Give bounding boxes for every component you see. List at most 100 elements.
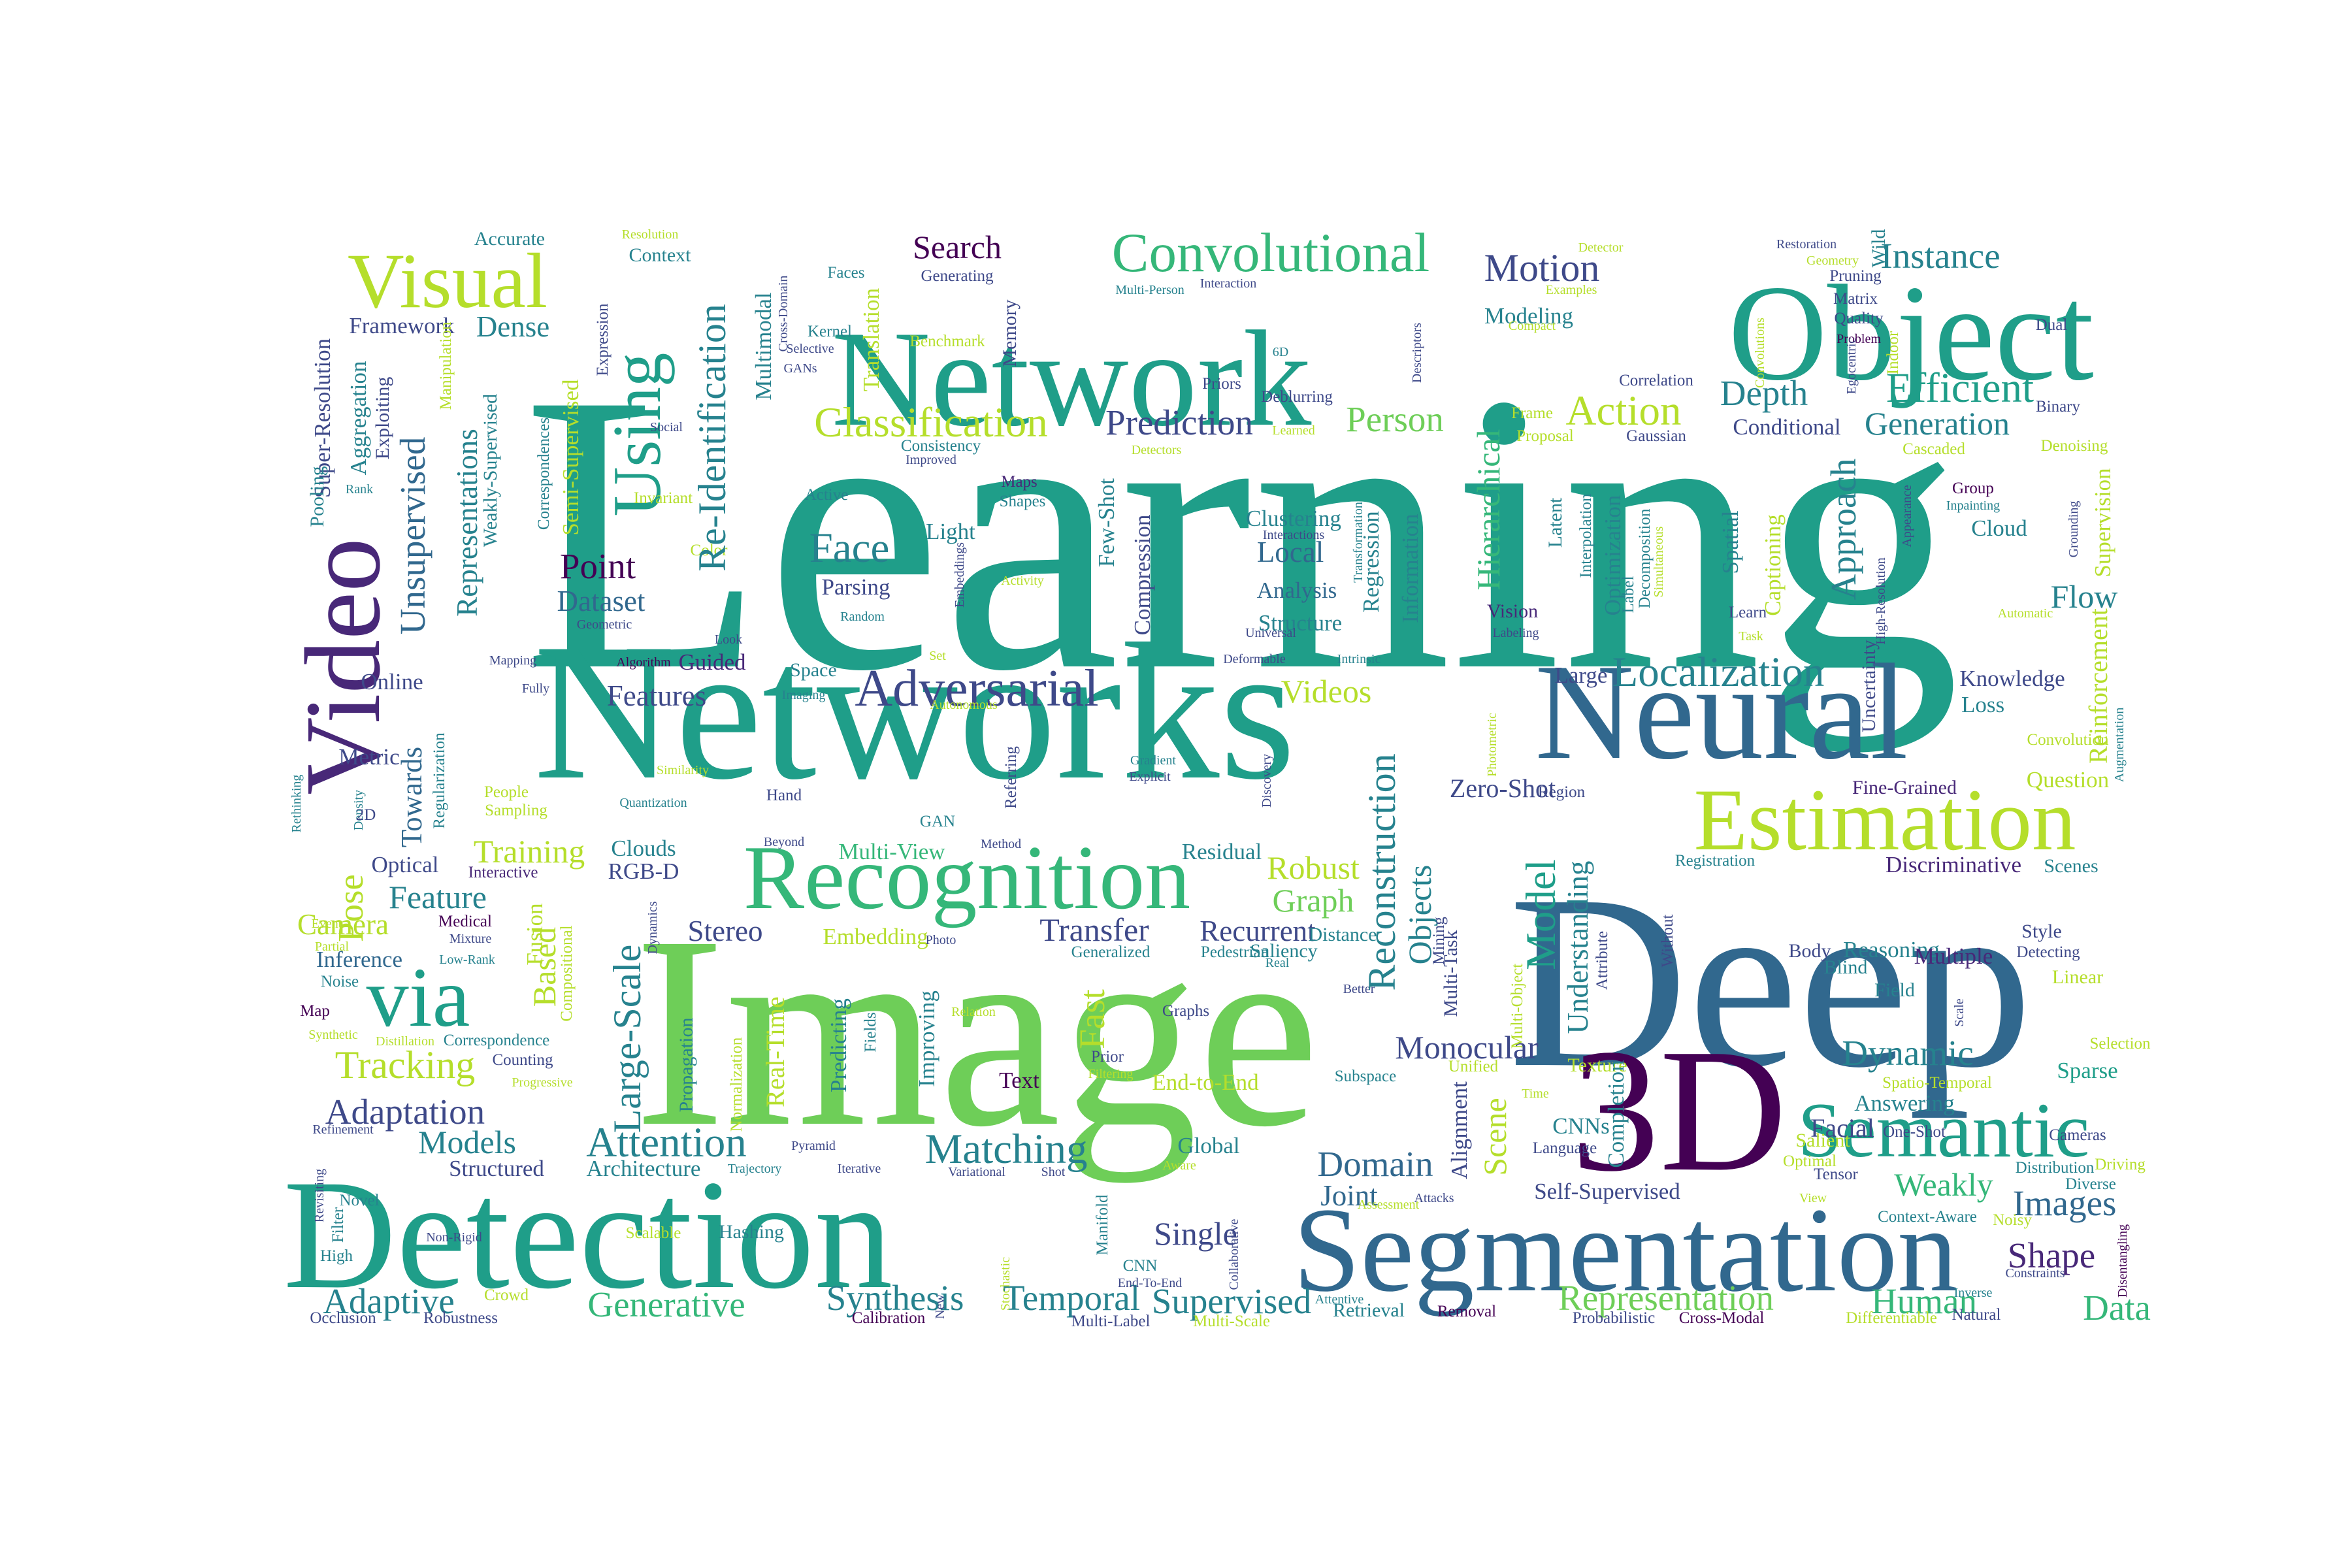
cloud-word-dynamic: Dynamic (1842, 1033, 1974, 1073)
cloud-word-intrinsic: Intrinsic (1337, 652, 1381, 666)
cloud-word-dense: Dense (476, 310, 549, 343)
cloud-word-3d: 3D (1571, 1013, 1787, 1208)
cloud-word-videos: Videos (1281, 673, 1372, 710)
cloud-word-towards: Towards (395, 747, 428, 847)
cloud-word-labeling: Labeling (1492, 626, 1539, 640)
cloud-word-convolution: Convolution (2027, 731, 2109, 749)
cloud-word-embeddings: Embeddings (953, 542, 967, 608)
cloud-word-descriptors: Descriptors (1410, 323, 1424, 383)
cloud-word-multi-label: Multi-Label (1071, 1313, 1151, 1330)
cloud-word-disentangling: Disentangling (2115, 1224, 2130, 1298)
cloud-word-scale: Scale (1952, 998, 1967, 1026)
cloud-word-quantization: Quantization (619, 796, 687, 810)
cloud-word-feature: Feature (389, 879, 487, 915)
cloud-word-pyramid: Pyramid (791, 1139, 836, 1153)
cloud-word-few-shot: Few-Shot (1094, 478, 1119, 567)
cloud-word-detectors: Detectors (1132, 443, 1182, 457)
cloud-word-6d: 6D (1273, 345, 1288, 359)
cloud-word-via: via (367, 951, 470, 1045)
cloud-word-text: Text (999, 1068, 1039, 1093)
cloud-word-aware: Aware (1162, 1158, 1196, 1173)
cloud-word-time: Time (1522, 1086, 1549, 1101)
cloud-word-spatial: Spatial (1718, 510, 1743, 574)
cloud-word-dataset: Dataset (557, 585, 645, 617)
cloud-word-improved: Improved (906, 453, 956, 467)
cloud-word-neural: Neural (1535, 636, 1908, 788)
cloud-word-guided: Guided (678, 649, 746, 675)
cloud-word-subspace: Subspace (1335, 1068, 1396, 1085)
cloud-word-photometric: Photometric (1485, 713, 1499, 777)
cloud-word-gan: GAN (920, 813, 955, 830)
cloud-word-temporal: Temporal (1003, 1278, 1140, 1318)
cloud-word-filtering: Filtering (1088, 1067, 1134, 1081)
cloud-word-spatio-temporal: Spatio-Temporal (1882, 1074, 1992, 1092)
cloud-word-flow: Flow (2051, 578, 2118, 615)
cloud-word-diverse: Diverse (2065, 1175, 2116, 1193)
cloud-word-face: Face (809, 525, 890, 572)
cloud-word-hashing: Hashing (719, 1221, 784, 1243)
cloud-word-interactive: Interactive (468, 864, 538, 881)
cloud-word-adaptive: Adaptive (323, 1281, 455, 1321)
cloud-word-regression: Regression (1358, 511, 1384, 613)
cloud-word-trajectory: Trajectory (728, 1162, 782, 1176)
cloud-word-light: Light (926, 519, 975, 544)
cloud-word-learned: Learned (1272, 423, 1315, 438)
cloud-word-manipulation: Manipulation (437, 321, 455, 410)
cloud-word-interaction: Interaction (1200, 276, 1257, 291)
cloud-word-generative: Generative (587, 1284, 745, 1324)
cloud-word-network: Network (832, 303, 1312, 455)
cloud-word-group: Group (1952, 480, 1994, 497)
cloud-word-iterative: Iterative (838, 1162, 881, 1176)
cloud-word-structure: Structure (1258, 610, 1342, 636)
cloud-word-look: Look (715, 632, 742, 647)
cloud-word-motion: Motion (1484, 246, 1600, 289)
cloud-word-occlusion: Occlusion (310, 1309, 376, 1327)
cloud-word-classification: Classification (814, 399, 1047, 446)
cloud-word-prior: Prior (1091, 1048, 1124, 1066)
cloud-word-detector: Detector (1578, 240, 1624, 255)
cloud-word-linear: Linear (2052, 966, 2103, 988)
cloud-word-action: Action (1566, 387, 1682, 434)
cloud-word-fusion: Fusion (522, 903, 547, 965)
cloud-word-differentiable: Differentiable (1846, 1309, 1937, 1327)
cloud-word-search: Search (913, 229, 1002, 265)
cloud-word-blind: Blind (1824, 956, 1868, 978)
cloud-word-collaborative: Collaborative (1227, 1218, 1241, 1290)
cloud-word-attacks: Attacks (1414, 1191, 1454, 1205)
cloud-word-completion: Completion (1603, 1060, 1629, 1168)
cloud-word-maps: Maps (1001, 473, 1037, 491)
cloud-word-priors: Priors (1202, 375, 1241, 393)
cloud-word-adversarial: Adversarial (855, 660, 1098, 717)
cloud-word-beyond: Beyond (764, 835, 804, 849)
cloud-word-inference: Inference (316, 947, 402, 972)
cloud-word-tensor: Tensor (1814, 1166, 1858, 1183)
cloud-word-alignment: Alignment (1446, 1081, 1472, 1179)
cloud-word-texture: Texture (1567, 1054, 1627, 1076)
cloud-word-matching: Matching (924, 1126, 1087, 1173)
cloud-word-inpainting: Inpainting (1946, 498, 2000, 513)
cloud-word-body: Body (1788, 940, 1831, 962)
cloud-word-fully: Fully (522, 681, 549, 696)
cloud-word-benchmark: Benchmark (909, 333, 985, 350)
cloud-word-attention: Attention (586, 1119, 747, 1166)
cloud-word-convolutions: Convolutions (1753, 318, 1767, 388)
cloud-word-hierarchical: Hierarchical (1470, 429, 1507, 590)
cloud-word-pruning: Pruning (1829, 267, 1882, 285)
cloud-word-cross-domain: Cross-Domain (776, 276, 791, 352)
cloud-word-quality: Quality (1835, 310, 1884, 327)
cloud-word-pedestrian: Pedestrian (1201, 943, 1269, 961)
cloud-word-cnns: CNNs (1552, 1113, 1610, 1139)
cloud-word-pose: Pose (331, 874, 370, 942)
cloud-word-density: Density (351, 790, 366, 830)
cloud-word-networks: Networks (534, 603, 1296, 820)
cloud-word-re-identification: Re-Identification (691, 304, 734, 572)
cloud-word-noise: Noise (321, 973, 359, 990)
cloud-word-revisiting: Revisiting (312, 1169, 327, 1222)
cloud-word-color: Color (691, 542, 728, 559)
cloud-word-natural: Natural (1952, 1306, 2001, 1324)
cloud-word-conditional: Conditional (1733, 414, 1841, 440)
cloud-word-normalization: Normalization (728, 1037, 745, 1132)
cloud-word-kernel: Kernel (808, 323, 852, 340)
cloud-word-scenes: Scenes (2044, 855, 2098, 877)
cloud-word-architecture: Architecture (587, 1156, 701, 1181)
